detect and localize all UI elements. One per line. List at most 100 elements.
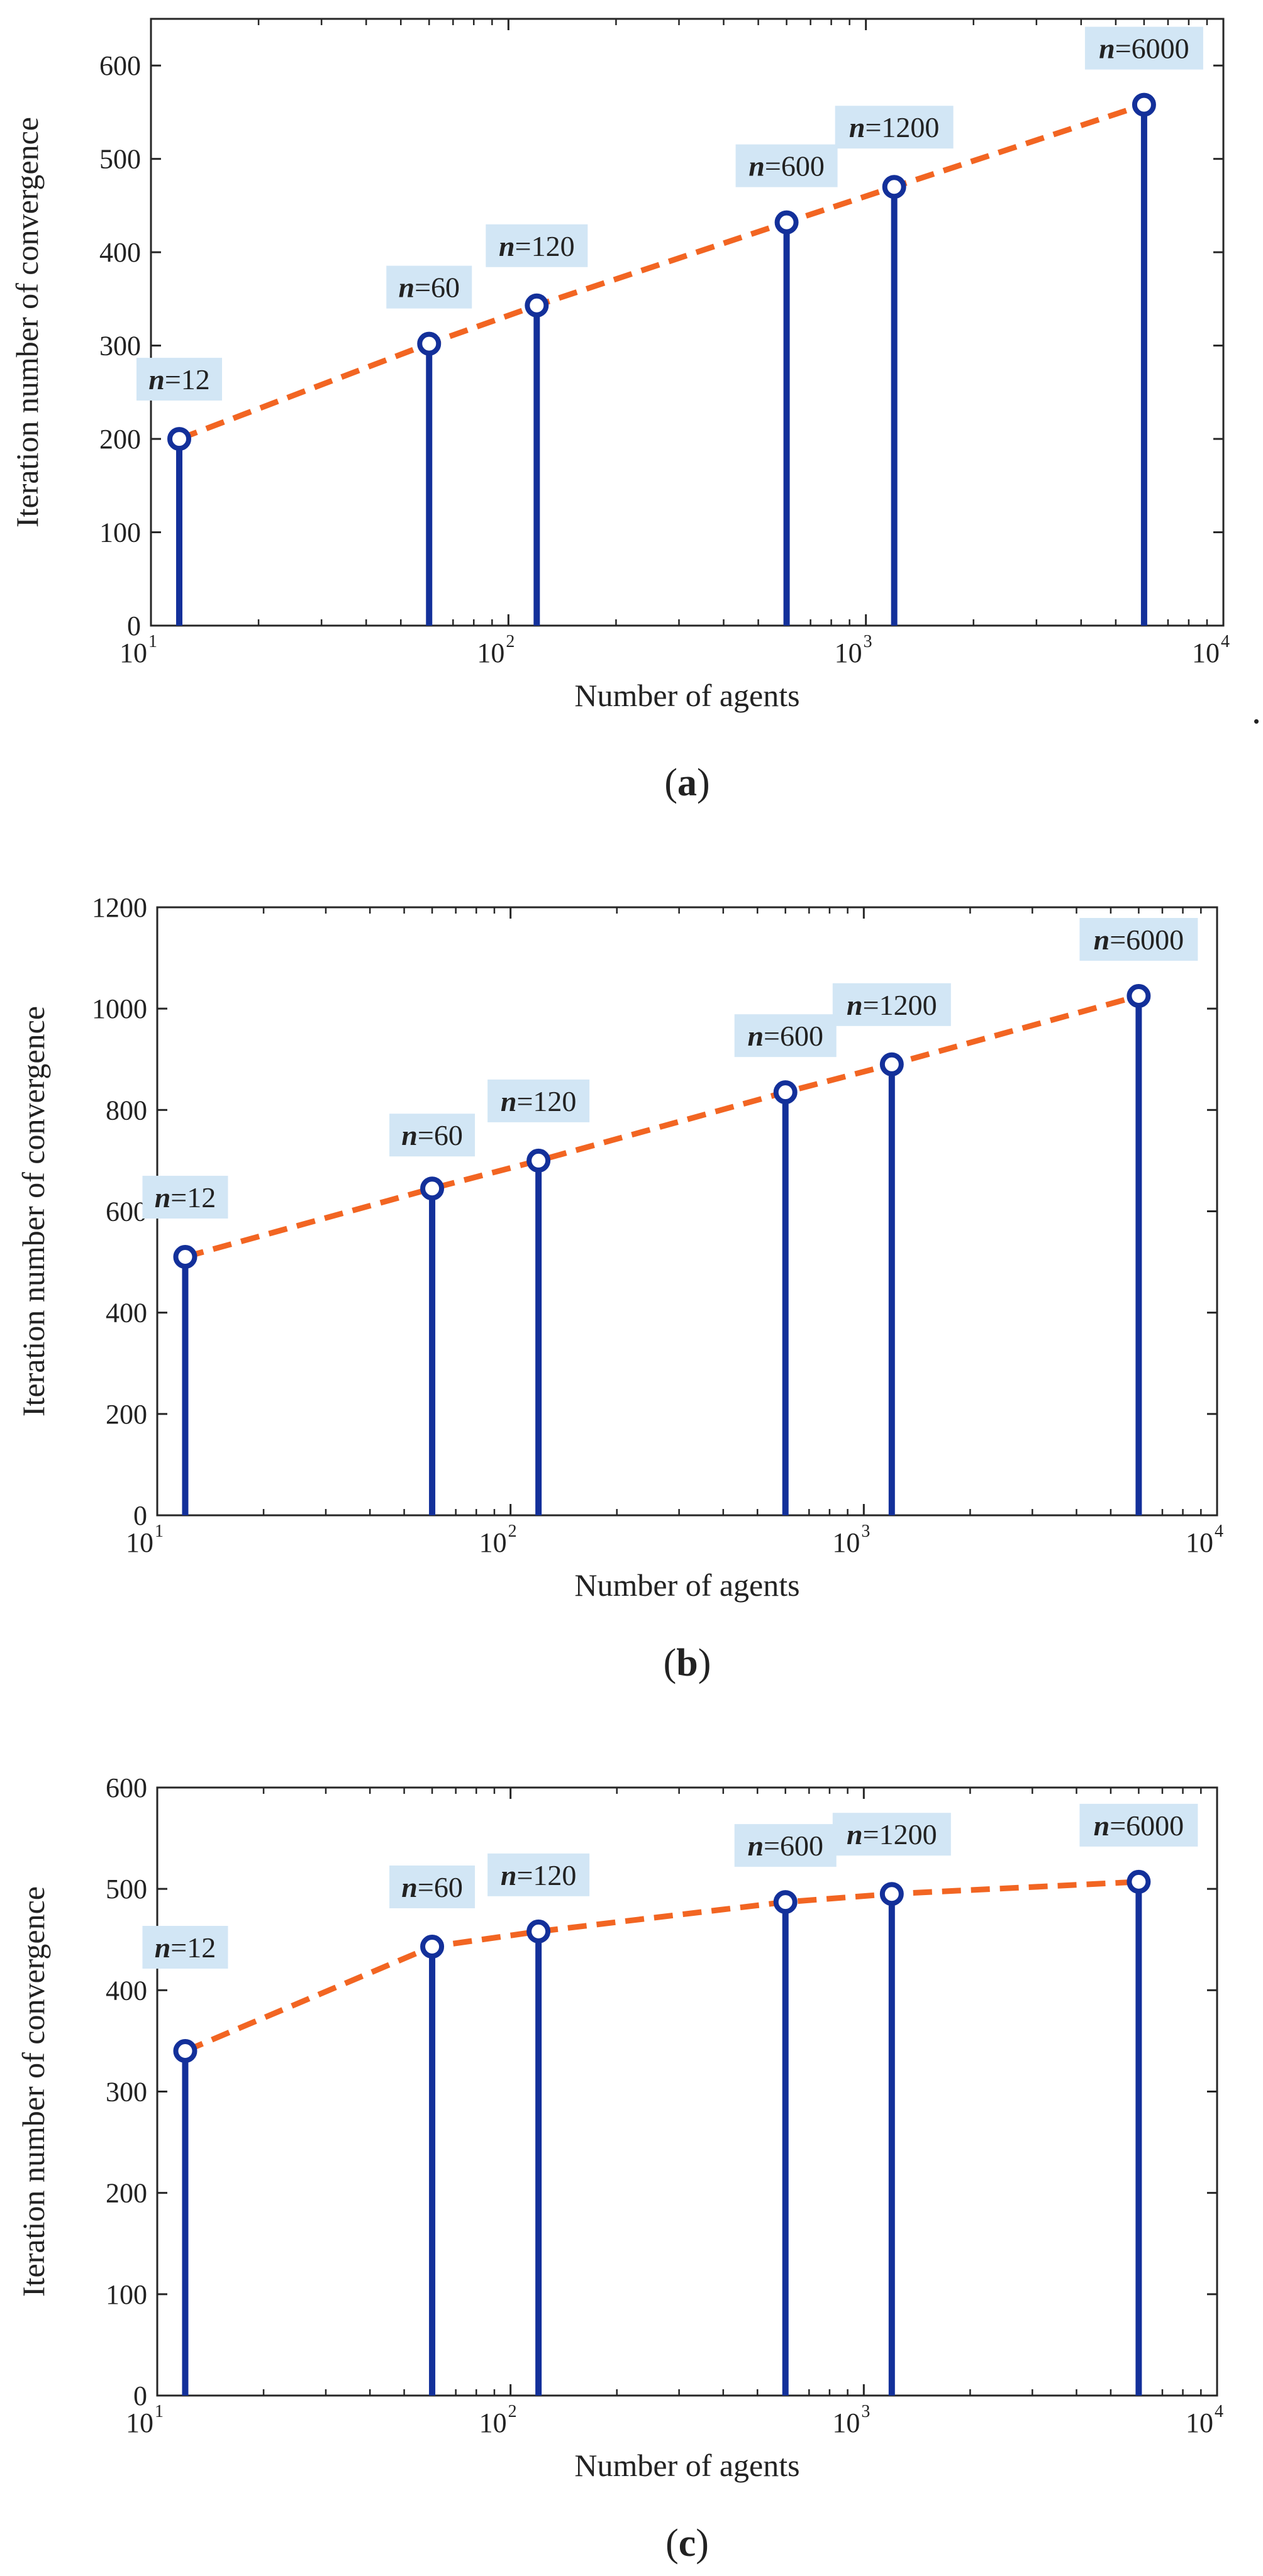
trend-line [184, 1879, 1139, 2054]
annotation-background [734, 1824, 837, 1867]
annotation-variable: n [401, 1119, 418, 1151]
x-tick-label: 10 [832, 2407, 860, 2438]
annotation-variable: n [1099, 33, 1115, 65]
x-tick-exponent: 4 [1221, 632, 1230, 651]
x-tick-exponent: 3 [861, 1522, 870, 1541]
caption-letter: b [676, 1642, 698, 1684]
point-annotation: n=12 [142, 1926, 228, 1969]
annotation-value: =6000 [1115, 33, 1189, 65]
data-point-marker [879, 1052, 904, 1076]
y-tick-label: 400 [106, 1298, 147, 1329]
point-annotation: n=60 [386, 265, 472, 309]
annotation-label: n=1200 [849, 111, 940, 143]
point-annotation: n=6000 [1079, 918, 1198, 961]
annotation-background [486, 224, 588, 267]
y-tick-label: 200 [106, 2178, 147, 2209]
data-point-marker [882, 175, 906, 199]
annotation-value: =600 [765, 150, 825, 182]
trend-line [178, 102, 1145, 442]
annotation-value: =60 [418, 1871, 463, 1903]
annotation-label: n=120 [499, 230, 575, 262]
point-annotation: n=120 [486, 224, 588, 267]
x-tick-exponent: 4 [1215, 2402, 1223, 2421]
point-annotation: n=6000 [1079, 1803, 1198, 1847]
annotation-variable: n [148, 363, 165, 395]
y-tick-label: 800 [106, 1095, 147, 1125]
y-tick-label: 400 [99, 237, 141, 268]
data-point-marker [420, 1176, 445, 1201]
point-annotation: n=12 [142, 1176, 228, 1219]
plot-area-frame [156, 1786, 1218, 2397]
y-tick-label: 600 [99, 50, 141, 81]
annotation-label: n=60 [401, 1871, 463, 1903]
annotation-label: n=120 [501, 1859, 577, 1891]
point-annotation: n=600 [734, 1824, 837, 1867]
annotation-variable: n [849, 111, 865, 143]
annotation-variable: n [748, 150, 765, 182]
caption-open-paren: ( [665, 2522, 679, 2565]
annotation-value: =600 [764, 1830, 823, 1862]
caption-letter: a [677, 761, 697, 804]
data-point-marker [526, 1919, 551, 1943]
annotation-variable: n [499, 230, 515, 262]
data-point-marker [879, 1882, 904, 1906]
x-tick-exponent: 1 [155, 2402, 164, 2421]
panel-caption: (a) [664, 761, 709, 804]
point-annotation: n=120 [487, 1079, 590, 1122]
annotation-variable: n [501, 1085, 517, 1117]
annotation-label: n=60 [401, 1119, 463, 1151]
annotation-value: =12 [170, 1932, 216, 1964]
x-tick-exponent: 4 [1215, 1522, 1223, 1541]
y-axis-label: Iteration number of convergence [16, 1886, 51, 2297]
x-tick-label: 10 [120, 638, 147, 668]
y-tick-label: 100 [106, 2279, 147, 2310]
x-axis-label: Number of agents [574, 2448, 799, 2483]
x-tick-exponent: 1 [148, 632, 157, 651]
y-tick-label: 1200 [92, 892, 147, 923]
annotation-variable: n [155, 1932, 171, 1964]
y-tick-label: 300 [99, 331, 141, 362]
x-tick-exponent: 1 [155, 1522, 164, 1541]
caption-letter: c [679, 2522, 696, 2565]
x-tick-label: 10 [1192, 638, 1220, 668]
x-tick-label: 10 [477, 638, 504, 668]
caption-open-paren: ( [664, 1642, 677, 1684]
annotation-background [487, 1079, 590, 1122]
y-tick-label: 200 [99, 424, 141, 455]
y-tick-label: 600 [106, 1772, 147, 1803]
data-point-marker [773, 1080, 798, 1105]
point-annotation: n=60 [389, 1114, 476, 1157]
x-tick-label: 10 [126, 1527, 153, 1558]
x-tick-label: 10 [832, 1527, 860, 1558]
y-axis-label: Iteration number of convergence [16, 1006, 51, 1417]
annotation-value: =12 [170, 1181, 216, 1213]
annotation-label: n=12 [148, 363, 210, 395]
y-tick-label: 500 [106, 1874, 147, 1904]
y-tick-label: 0 [133, 1500, 147, 1531]
x-tick-label: 10 [126, 2407, 153, 2438]
x-tick-label: 10 [479, 1527, 507, 1558]
x-axis-label: Number of agents [574, 678, 799, 713]
data-point-marker [417, 331, 442, 356]
x-tick-exponent: 2 [506, 632, 515, 651]
annotation-label: n=120 [501, 1085, 577, 1117]
annotation-label: n=6000 [1099, 33, 1189, 65]
data-point-marker [1127, 984, 1151, 1009]
y-tick-label: 0 [127, 611, 141, 641]
annotation-variable: n [847, 1818, 863, 1850]
data-point-marker [525, 293, 549, 318]
data-point-marker [167, 427, 192, 451]
annotation-background [1084, 26, 1203, 70]
annotation-value: =6000 [1110, 924, 1184, 956]
caption-close-paren: ) [698, 1642, 711, 1684]
annotation-variable: n [747, 1020, 764, 1052]
x-tick-label: 10 [835, 638, 862, 668]
annotation-value: =12 [165, 363, 210, 395]
annotation-variable: n [847, 989, 863, 1021]
annotation-value: =60 [415, 272, 460, 304]
annotation-variable: n [747, 1830, 764, 1862]
annotation-value: =1200 [865, 111, 939, 143]
annotation-background [386, 265, 472, 309]
